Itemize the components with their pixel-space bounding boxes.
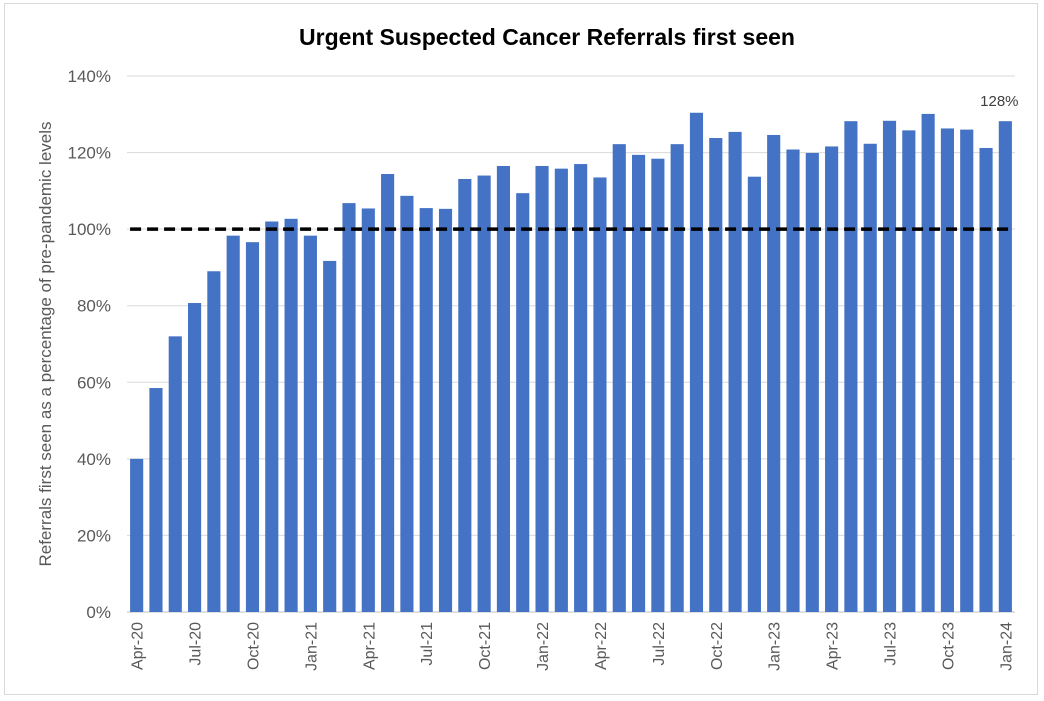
bar xyxy=(477,175,491,613)
x-tick-label: Jan-21 xyxy=(303,622,320,671)
bar xyxy=(323,260,337,612)
data-label: 128% xyxy=(980,93,1018,110)
bar xyxy=(689,112,704,613)
x-tick-label: Jul-22 xyxy=(651,622,668,666)
bar xyxy=(805,152,819,612)
y-tick-label: 140% xyxy=(68,67,111,86)
bar xyxy=(168,336,182,612)
bar xyxy=(535,165,549,612)
y-tick-label: 40% xyxy=(77,450,111,469)
bar xyxy=(245,242,260,612)
x-tick-label: Jan-24 xyxy=(998,622,1015,671)
bar xyxy=(612,144,626,613)
y-tick-label: 120% xyxy=(68,144,111,163)
bar xyxy=(728,131,742,612)
y-axis-label: Referrals first seen as a percentage of … xyxy=(36,121,55,566)
y-tick-label: 60% xyxy=(77,373,111,392)
bar xyxy=(825,146,839,612)
x-tick-label: Apr-21 xyxy=(361,622,378,670)
bar xyxy=(303,235,317,612)
y-tick-label: 80% xyxy=(77,297,111,316)
bar xyxy=(419,208,433,613)
bar xyxy=(574,164,588,613)
bar xyxy=(747,176,761,613)
bar xyxy=(593,177,607,612)
bar xyxy=(149,388,163,612)
x-tick-label: Oct-20 xyxy=(245,622,262,670)
x-tick-labels: Apr-20 Jul-20 Oct-20 Jan-21 Apr-21 Jul-21 Oct-… xyxy=(130,622,1016,671)
data-labels: 128% xyxy=(980,93,1018,110)
bar xyxy=(786,149,800,612)
x-tick-label: Jan-23 xyxy=(767,622,784,671)
bar xyxy=(632,154,646,612)
bar xyxy=(979,147,993,612)
bar xyxy=(921,113,935,612)
y-tick-label: 0% xyxy=(86,603,111,622)
bar xyxy=(516,193,530,612)
bar xyxy=(863,143,877,612)
y-tick-label: 100% xyxy=(68,220,111,239)
bar xyxy=(342,203,356,612)
y-tick-label: 20% xyxy=(77,526,111,545)
x-tick-label: Apr-22 xyxy=(593,622,610,670)
bar xyxy=(438,208,453,612)
x-tick-label: Apr-23 xyxy=(825,622,842,670)
bar xyxy=(361,208,375,612)
bar xyxy=(554,168,568,612)
bar xyxy=(496,165,510,612)
x-tick-label: Jan-22 xyxy=(535,622,552,671)
bar xyxy=(960,129,974,612)
bar xyxy=(400,195,414,612)
x-tick-label: Oct-23 xyxy=(940,622,957,670)
bar xyxy=(458,178,472,612)
bar xyxy=(670,144,684,613)
bar xyxy=(940,128,954,613)
bar xyxy=(998,121,1012,613)
bar xyxy=(651,158,665,612)
x-tick-label: Oct-21 xyxy=(477,622,494,670)
y-tick-labels: 0% 20% 40% 60% 80% 100% 120% 140% xyxy=(68,67,111,622)
bar xyxy=(709,138,723,612)
x-tick-label: Oct-22 xyxy=(709,622,726,670)
bar xyxy=(767,134,781,612)
bar xyxy=(130,458,144,612)
bar xyxy=(207,271,221,612)
bars xyxy=(130,112,1012,613)
x-tick-label: Jul-21 xyxy=(419,622,436,666)
bar xyxy=(284,218,298,612)
bar xyxy=(188,303,202,612)
bar xyxy=(844,121,858,613)
bar xyxy=(882,120,897,613)
x-tick-label: Jul-20 xyxy=(188,622,205,666)
bar xyxy=(381,174,395,613)
bar xyxy=(902,130,916,612)
bar xyxy=(226,235,240,612)
x-tick-label: Apr-20 xyxy=(130,622,147,670)
bar xyxy=(265,221,279,612)
chart-title: Urgent Suspected Cancer Referrals first … xyxy=(299,24,795,50)
gridlines xyxy=(127,75,1015,613)
x-tick-label: Jul-23 xyxy=(883,622,900,666)
